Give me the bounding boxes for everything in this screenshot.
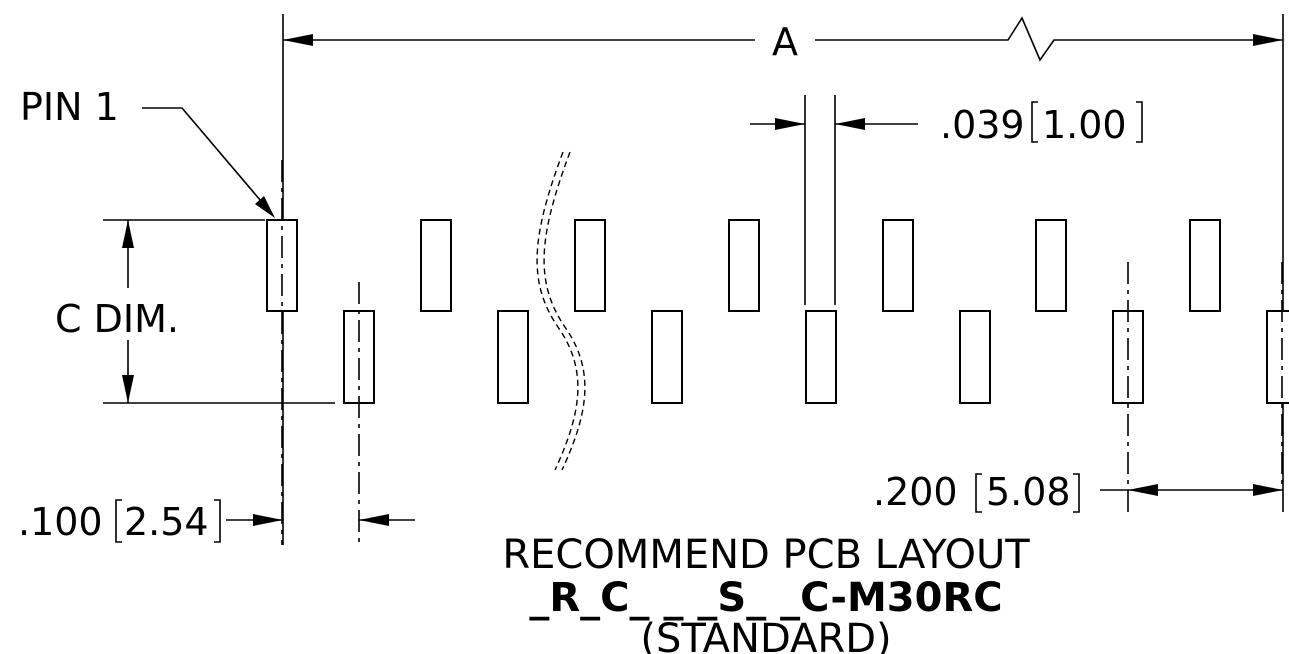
arrowhead-icon: [122, 220, 134, 248]
bracket-right: [214, 499, 221, 543]
drawing-title: RECOMMEND PCB LAYOUT: [502, 532, 1030, 578]
dimension-line-a-break: [815, 16, 1283, 62]
row-offset-metric: 5.08: [986, 470, 1071, 514]
arrowhead-icon: [359, 514, 389, 526]
pin1-label: PIN 1: [20, 85, 119, 129]
pitch-metric: 2.54: [124, 500, 209, 544]
arrowhead-icon: [122, 375, 134, 403]
variant-label: (STANDARD): [640, 616, 891, 654]
arrowhead-icon: [253, 514, 283, 526]
bracket-left: [975, 473, 982, 513]
pcb-pad-bottom: [497, 310, 529, 404]
arrowhead-icon: [255, 196, 275, 218]
pcb-pad-top: [420, 219, 452, 312]
break-line: [536, 151, 579, 471]
arrowhead-icon: [1128, 484, 1158, 496]
arrowhead-icon: [775, 118, 805, 130]
pcb-pad-bottom: [959, 310, 991, 404]
pcb-pad-bottom: [651, 310, 683, 404]
c-dim-label: C DIM.: [55, 297, 179, 341]
arrowhead-icon: [835, 118, 865, 130]
bracket-left: [1031, 101, 1038, 143]
bracket-right: [1136, 101, 1143, 143]
pcb-pad-top: [728, 219, 760, 312]
dimension-a-label: A: [772, 20, 798, 64]
pcb-pad-top: [1189, 219, 1221, 312]
pcb-pad-bottom: [805, 310, 837, 404]
pad-width-inch: .039: [940, 103, 1025, 147]
row-offset-inch: .200: [873, 470, 958, 514]
pitch-inch: .100: [18, 500, 103, 544]
pcb-pad-top: [574, 219, 606, 312]
pcb-pad-top: [882, 219, 914, 312]
arrowhead-icon: [1253, 484, 1283, 496]
pad-width-metric: 1.00: [1042, 103, 1127, 147]
arrowhead-icon: [283, 34, 313, 46]
pcb-pad-top: [1035, 219, 1067, 312]
pin1-leader-line: [142, 107, 273, 215]
part-number: _R_C_ _ _S_ _C-M30RC: [529, 575, 1002, 621]
break-line: [543, 151, 586, 471]
bracket-right: [1073, 473, 1080, 513]
arrowhead-icon: [1253, 34, 1283, 46]
pcb-pad-bottom: [1266, 310, 1289, 404]
bracket-left: [115, 499, 122, 543]
